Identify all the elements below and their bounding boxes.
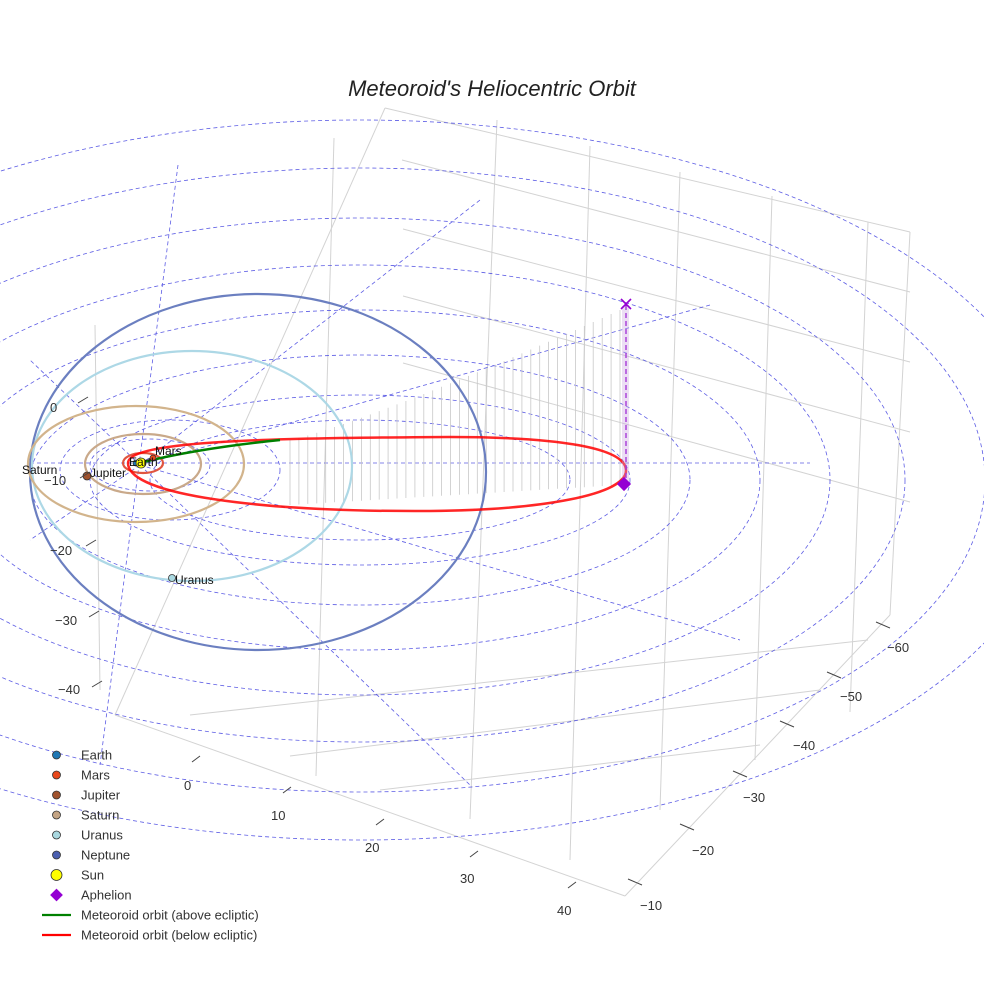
saturn-orbit xyxy=(26,404,246,524)
legend-item: Saturn xyxy=(52,808,119,823)
uranus-marker xyxy=(168,574,176,582)
legend-item: Uranus xyxy=(52,828,123,843)
legend-symbol xyxy=(52,850,61,860)
chart-title: Meteoroid's Heliocentric Orbit xyxy=(348,76,637,101)
z-tick-label: −40 xyxy=(58,682,80,697)
x-tick-label: 20 xyxy=(365,840,379,855)
z-tick-label: −20 xyxy=(50,543,72,558)
x-tick-label: 30 xyxy=(460,871,474,886)
legend-item: Sun xyxy=(50,868,104,883)
legend: Earth Mars Jupiter Saturn Uranus Neptune Sun Ap… xyxy=(42,748,259,943)
legend-label: Uranus xyxy=(81,828,123,843)
earth-label: Earth xyxy=(129,455,158,469)
mars-marker xyxy=(149,454,157,462)
z-axis: 0 −10 −20 −30 −40 xyxy=(44,396,103,697)
legend-label: Saturn xyxy=(81,808,119,823)
legend-symbol xyxy=(52,790,61,800)
legend-item: Earth xyxy=(52,748,112,763)
aphelion-band xyxy=(622,306,629,486)
jupiter-label: Jupiter xyxy=(90,466,126,480)
legend-item: Neptune xyxy=(52,848,130,863)
legend-symbol xyxy=(52,810,61,820)
legend-label: Meteoroid orbit (above ecliptic) xyxy=(81,908,259,923)
z-tick-label: 0 xyxy=(50,400,57,415)
sun-marker xyxy=(135,457,147,469)
uranus-orbit xyxy=(30,349,354,583)
x-tick-label: 0 xyxy=(184,778,191,793)
legend-label: Jupiter xyxy=(81,788,121,803)
legend-symbol xyxy=(52,770,61,780)
ecliptic-grid xyxy=(0,119,984,841)
legend-symbol xyxy=(52,750,61,760)
y-axis: −60 −50 −40 −30 −20 −10 xyxy=(627,621,909,913)
mars-label: Mars xyxy=(155,444,182,458)
planet-orbits xyxy=(26,292,488,652)
legend-label: Aphelion xyxy=(81,888,132,903)
x-tick-label: 40 xyxy=(557,903,571,918)
y-tick-label: −50 xyxy=(840,689,862,704)
y-tick-label: −40 xyxy=(793,738,815,753)
legend-item: Jupiter xyxy=(52,788,121,803)
z-tick-label: −10 xyxy=(44,473,66,488)
legend-label: Neptune xyxy=(81,848,130,863)
x-axis: 0 10 20 30 40 xyxy=(184,755,577,918)
y-tick-label: −10 xyxy=(640,898,662,913)
uranus-label: Uranus xyxy=(175,573,214,587)
legend-symbol xyxy=(52,830,61,840)
legend-label: Meteoroid orbit (below ecliptic) xyxy=(81,928,257,943)
y-tick-label: −20 xyxy=(692,843,714,858)
legend-item: Meteoroid orbit (below ecliptic) xyxy=(42,928,257,943)
z-tick-label: −30 xyxy=(55,613,77,628)
legend-label: Sun xyxy=(81,868,104,883)
legend-symbol xyxy=(50,869,63,881)
x-tick-label: 10 xyxy=(271,808,285,823)
planets: Saturn Jupiter Uranus Mars Earth xyxy=(22,444,214,587)
legend-label: Mars xyxy=(81,768,110,783)
jupiter-orbit-outer xyxy=(83,432,203,496)
saturn-label: Saturn xyxy=(22,463,57,477)
legend-label: Earth xyxy=(81,748,112,763)
y-tick-label: −30 xyxy=(743,790,765,805)
aphelion-top-marker xyxy=(620,298,632,310)
y-tick-label: −60 xyxy=(887,640,909,655)
legend-item: Mars xyxy=(52,768,110,783)
grid-box xyxy=(94,107,911,897)
legend-item: Meteoroid orbit (above ecliptic) xyxy=(42,908,259,923)
aphelion-marker xyxy=(616,476,632,492)
